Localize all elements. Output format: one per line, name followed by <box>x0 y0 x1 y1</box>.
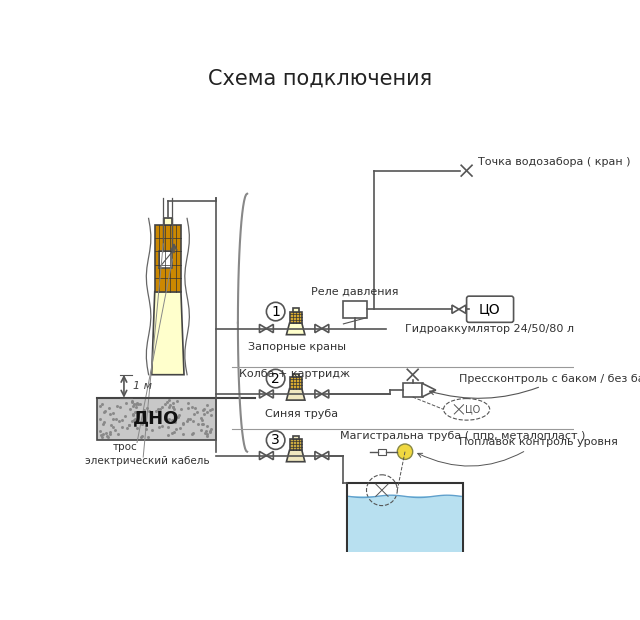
Polygon shape <box>152 291 184 374</box>
Text: Магистральна труба ( ппр, металопласт ): Магистральна труба ( ппр, металопласт ) <box>340 431 585 441</box>
FancyBboxPatch shape <box>97 398 216 440</box>
Polygon shape <box>422 383 436 397</box>
Text: 2: 2 <box>271 371 280 386</box>
FancyBboxPatch shape <box>348 482 463 559</box>
Circle shape <box>266 370 285 388</box>
Text: Гидроаккумлятор 24/50/80 л: Гидроаккумлятор 24/50/80 л <box>405 324 574 334</box>
Circle shape <box>266 431 285 450</box>
Polygon shape <box>287 450 305 462</box>
Polygon shape <box>287 323 305 335</box>
Text: 1 м: 1 м <box>133 381 152 391</box>
Polygon shape <box>292 435 299 438</box>
Text: ЦО: ЦО <box>465 404 481 414</box>
Circle shape <box>266 303 285 321</box>
Polygon shape <box>289 377 302 389</box>
Text: Поплавок контроль уровня: Поплавок контроль уровня <box>418 438 618 466</box>
Text: Реле давления: Реле давления <box>311 287 399 297</box>
Text: 1: 1 <box>271 304 280 319</box>
FancyBboxPatch shape <box>403 383 422 397</box>
Polygon shape <box>164 218 172 224</box>
Polygon shape <box>155 224 181 291</box>
FancyBboxPatch shape <box>378 449 386 455</box>
Text: трос: трос <box>113 441 137 452</box>
Text: 3: 3 <box>271 433 280 447</box>
Text: электрический кабель: электрический кабель <box>86 456 210 466</box>
Text: Синяя труба: Синяя труба <box>265 409 338 419</box>
Text: ДНО: ДНО <box>133 410 179 428</box>
FancyBboxPatch shape <box>467 296 513 322</box>
Polygon shape <box>287 389 305 400</box>
Text: Колба + картридж: Колба + картридж <box>239 370 351 379</box>
FancyBboxPatch shape <box>348 497 461 559</box>
Polygon shape <box>292 309 299 312</box>
Text: Схема подключения: Схема подключения <box>208 68 433 88</box>
FancyBboxPatch shape <box>344 301 367 317</box>
Polygon shape <box>289 312 302 323</box>
Text: ЦО: ЦО <box>479 303 500 316</box>
Text: Прессконтроль с баком / без бака: Прессконтроль с баком / без бака <box>429 373 640 398</box>
Polygon shape <box>292 374 299 377</box>
Text: Точка водозабора ( кран ): Точка водозабора ( кран ) <box>478 157 630 167</box>
Circle shape <box>397 444 413 459</box>
FancyBboxPatch shape <box>159 252 172 268</box>
Polygon shape <box>289 438 302 450</box>
Text: Запорные краны: Запорные краны <box>248 342 346 352</box>
